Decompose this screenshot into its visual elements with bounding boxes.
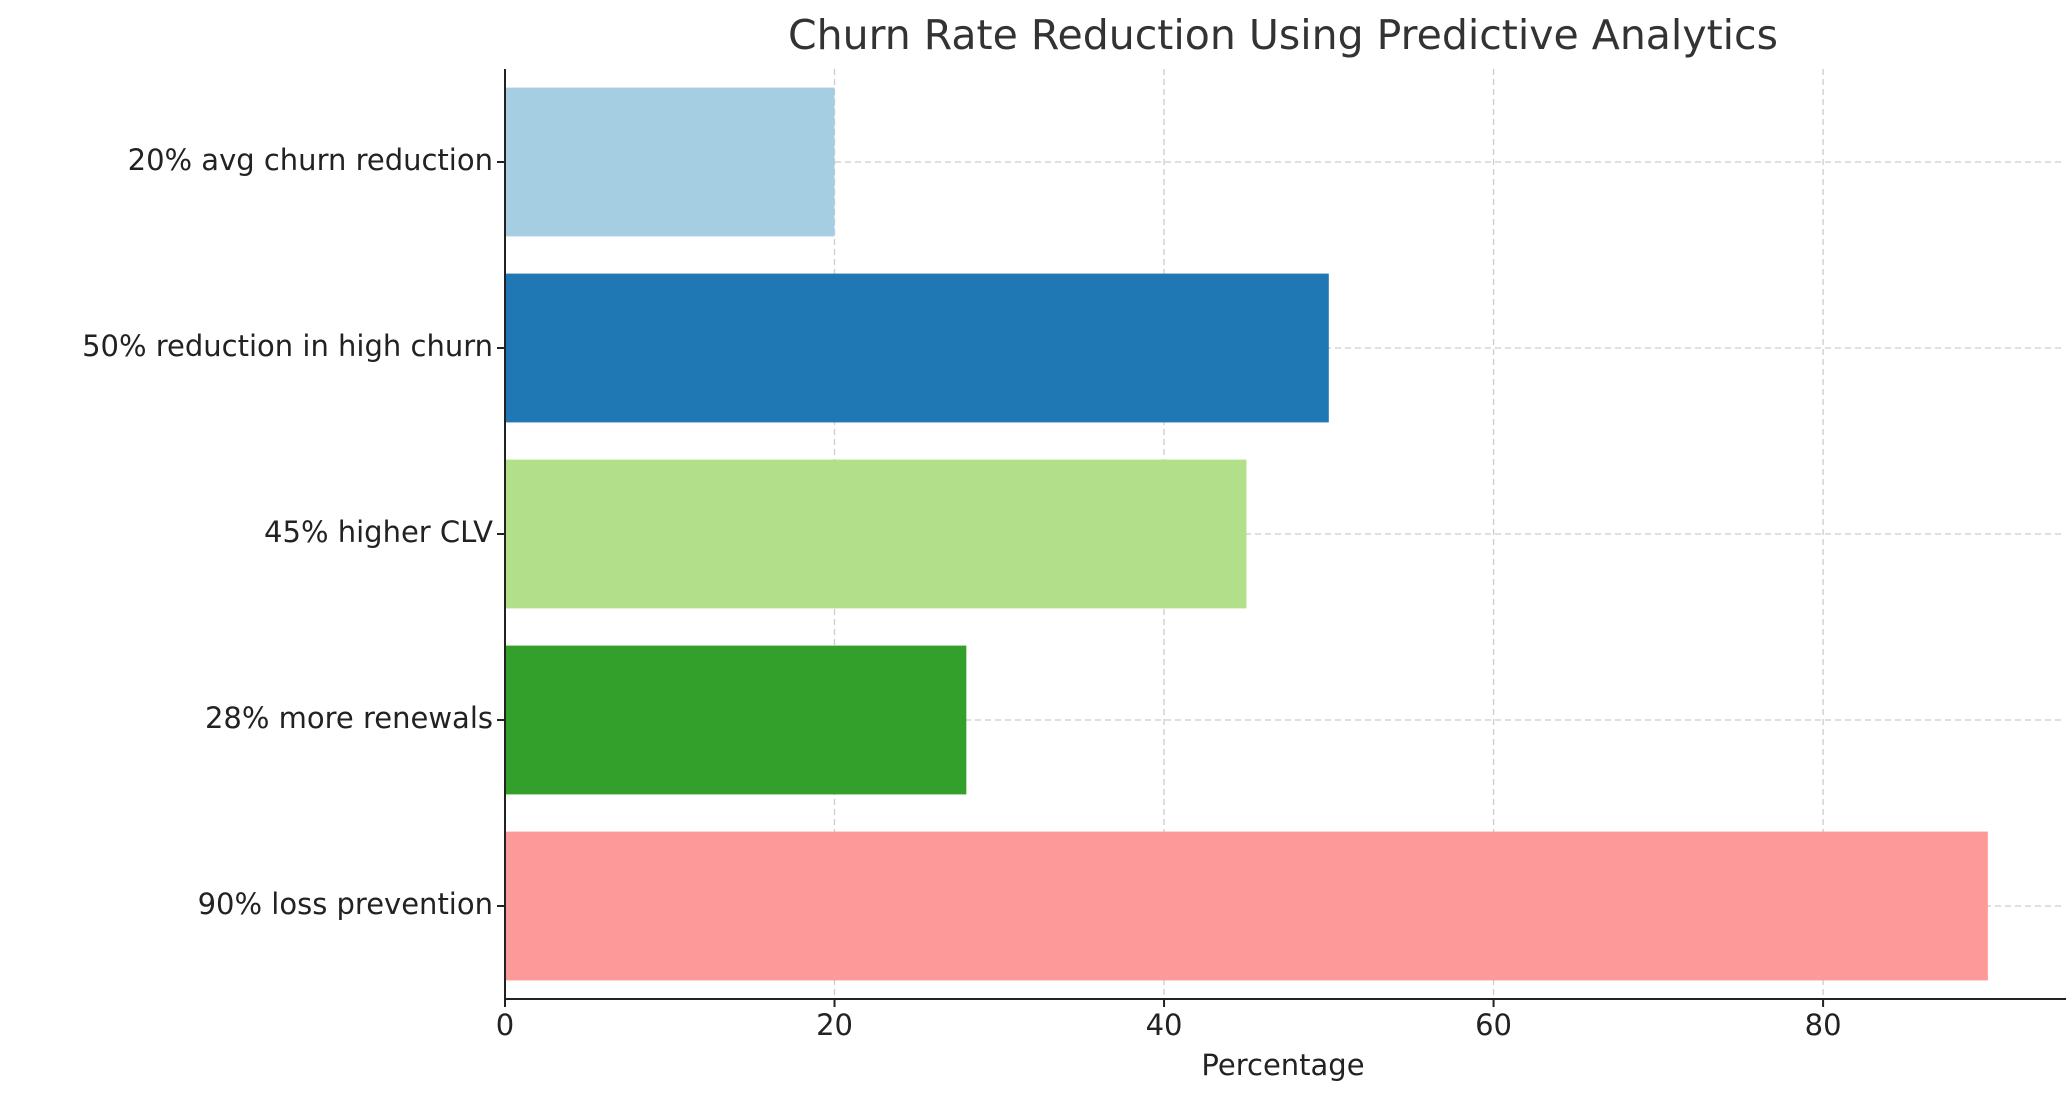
y-tick-label: 28% more renewals [205,701,493,735]
bar [505,273,1329,423]
x-tick-label: 40 [1146,1008,1183,1042]
y-tick-label: 90% loss prevention [198,887,493,921]
x-axis-label: Percentage [1201,1048,1364,1082]
bar [505,459,1247,609]
bar [505,645,967,795]
bar [505,831,1988,981]
bar [505,87,835,237]
y-tick-label: 50% reduction in high churn [82,329,493,363]
y-tick-label: 45% higher CLV [264,515,493,549]
chart-title: Churn Rate Reduction Using Predictive An… [788,11,1778,59]
y-tick-label: 20% avg churn reduction [128,143,493,177]
x-tick-label: 60 [1475,1008,1512,1042]
x-tick-label: 20 [816,1008,853,1042]
x-tick-label: 0 [496,1008,514,1042]
x-tick-label: 80 [1805,1008,1842,1042]
